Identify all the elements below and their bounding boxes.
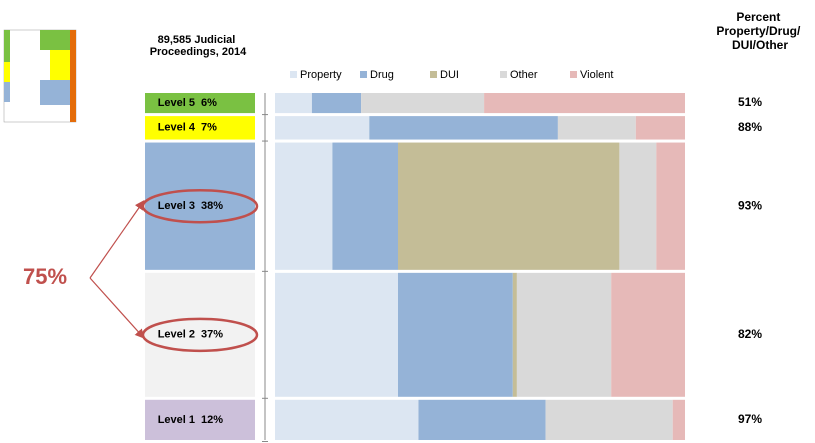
segment: [311, 93, 362, 114]
level-label: Level 1: [158, 414, 195, 426]
level-box: [145, 116, 255, 140]
segment: [656, 142, 685, 270]
level-box: [145, 272, 255, 397]
legend-label: Property: [300, 69, 342, 81]
legend-swatch: [430, 71, 437, 78]
legend-swatch: [360, 71, 367, 78]
total-label: 88%: [738, 120, 762, 134]
segment: [398, 142, 620, 270]
right-title: Percent Property/Drug/ DUI/Other: [716, 10, 803, 52]
segment: [611, 272, 685, 397]
level-box: [145, 399, 255, 440]
chart-title: 89,585 Judicial Proceedings, 2014: [150, 34, 247, 58]
legend-label: Other: [510, 69, 538, 81]
segment: [516, 272, 612, 397]
level-box: [145, 93, 255, 114]
thumbnail: [3, 29, 77, 123]
segment: [512, 272, 517, 397]
total-label: 82%: [738, 327, 762, 341]
segment: [275, 93, 312, 114]
total-label: 97%: [738, 412, 762, 426]
segment: [361, 93, 485, 114]
level-label: Level 5: [158, 97, 195, 109]
level-label: Level 2: [158, 329, 195, 341]
level-share: 6%: [201, 97, 217, 109]
highlight-ellipse: [141, 188, 259, 224]
level-share: 38%: [201, 200, 223, 212]
legend-swatch: [500, 71, 507, 78]
annotation: 75%: [23, 264, 67, 289]
segment: [635, 116, 685, 140]
level-share: 7%: [201, 122, 217, 134]
level-label: Level 3: [158, 200, 195, 212]
segment: [275, 272, 398, 397]
segment: [619, 142, 657, 270]
segment: [672, 399, 685, 440]
arrow: [89, 200, 145, 279]
arrow: [89, 277, 145, 339]
legend-label: DUI: [440, 69, 459, 81]
segment: [275, 142, 333, 270]
segment: [275, 116, 370, 140]
segment: [275, 399, 419, 440]
level-share: 12%: [201, 414, 223, 426]
level-share: 37%: [201, 329, 223, 341]
legend-label: Drug: [370, 69, 394, 81]
segment: [484, 93, 685, 114]
legend-swatch: [570, 71, 577, 78]
segment: [418, 399, 546, 440]
total-label: 51%: [738, 95, 762, 109]
legend-swatch: [290, 71, 297, 78]
level-label: Level 4: [158, 122, 196, 134]
legend-label: Violent: [580, 69, 613, 81]
level-box: [145, 142, 255, 270]
segment: [332, 142, 398, 270]
segment: [557, 116, 636, 140]
segment: [369, 116, 558, 140]
total-label: 93%: [738, 198, 762, 212]
segment: [398, 272, 513, 397]
segment: [545, 399, 673, 440]
highlight-ellipse: [141, 317, 259, 353]
